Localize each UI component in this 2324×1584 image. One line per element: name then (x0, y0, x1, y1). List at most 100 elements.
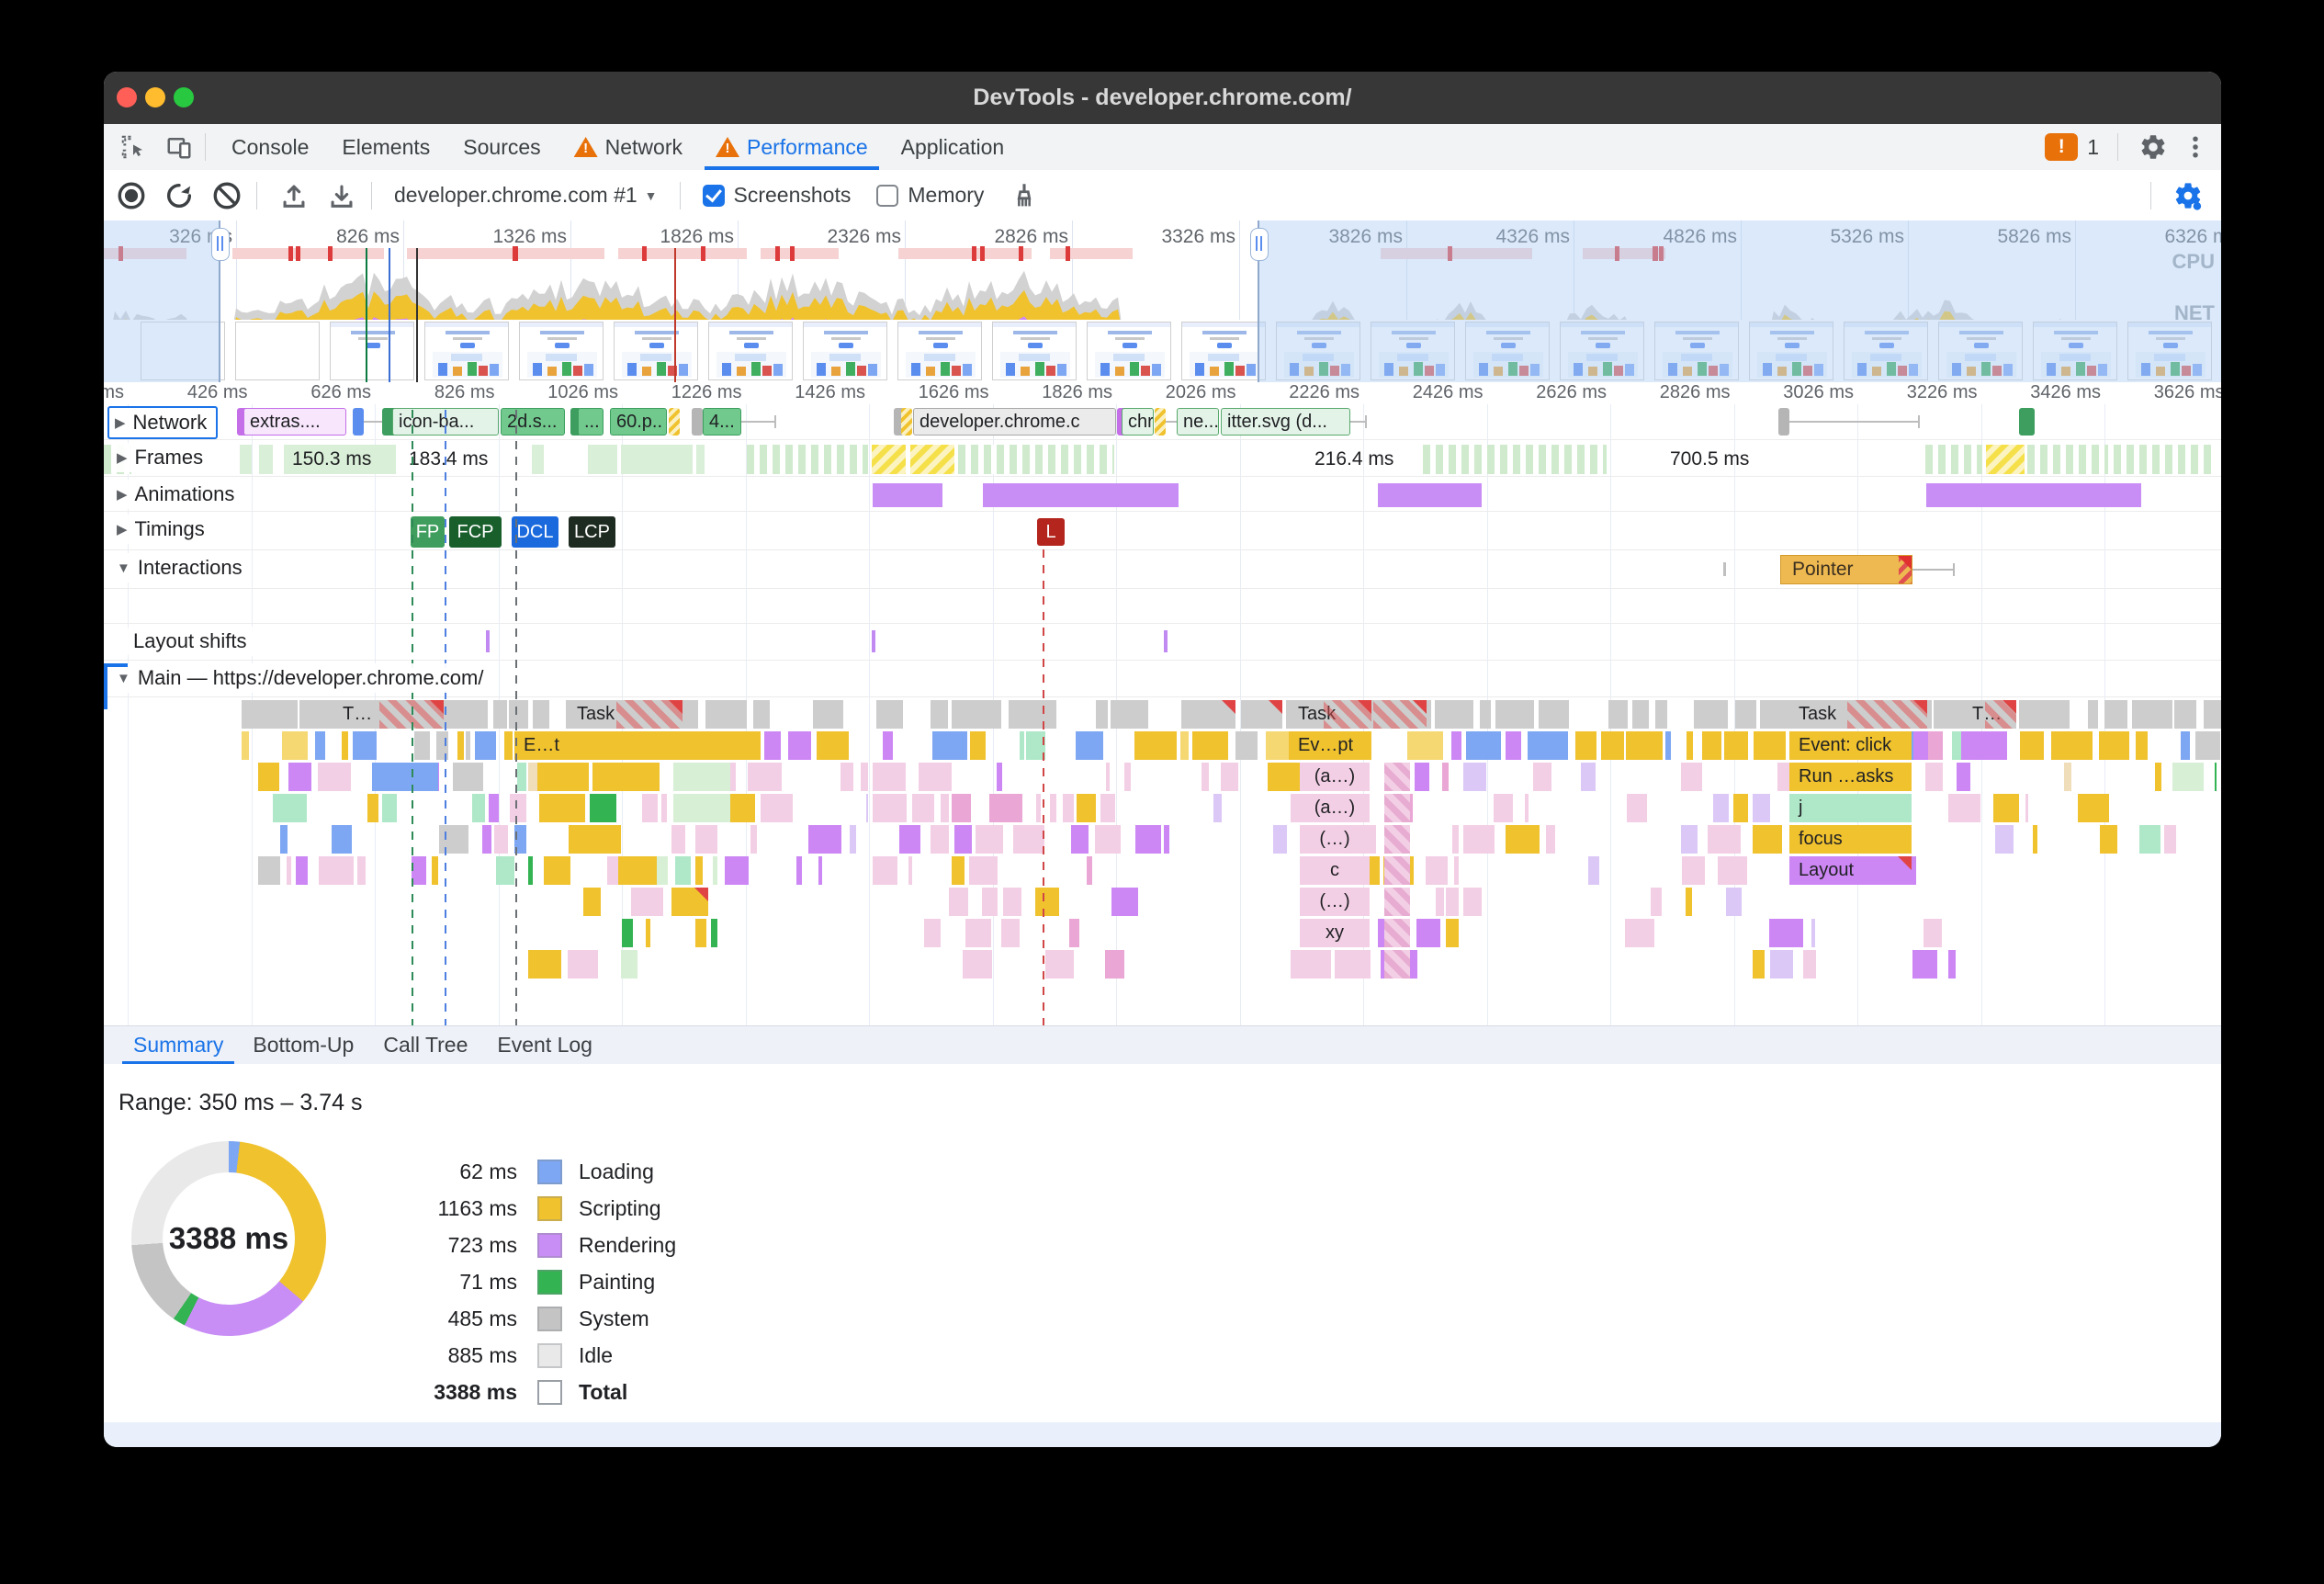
flame-segment[interactable] (1575, 731, 1596, 760)
flame-bar[interactable] (1300, 950, 1331, 979)
flame-bar[interactable] (673, 794, 730, 822)
flame-segment[interactable] (1733, 794, 1748, 822)
flame-segment[interactable] (2064, 763, 2071, 791)
flame-segment[interactable] (1221, 763, 1238, 791)
flame-segment[interactable] (882, 731, 893, 760)
flame-segment[interactable] (1026, 731, 1045, 760)
flame-segment[interactable] (453, 763, 483, 791)
flame-bar[interactable] (1913, 731, 1928, 760)
flame-segment[interactable] (951, 794, 971, 822)
animation-segment[interactable] (1378, 483, 1482, 507)
tab-console[interactable]: Console (215, 124, 325, 170)
flame-segment[interactable] (543, 856, 571, 885)
flame-segment[interactable] (873, 856, 898, 885)
flame-bar-c[interactable]: c (1300, 856, 1370, 885)
flame-segment[interactable] (695, 919, 707, 947)
flame-segment[interactable] (962, 950, 992, 979)
network-request[interactable]: ne... (1177, 408, 1219, 436)
flame-segment[interactable] (2020, 731, 2044, 760)
frame-segment[interactable] (2114, 445, 2217, 474)
flame-segment[interactable] (2078, 794, 2110, 822)
flame-segment[interactable] (1071, 825, 1089, 854)
lcp-candidate-marker[interactable]: L (1037, 518, 1065, 546)
flame-segment[interactable] (930, 825, 949, 854)
flame-segment[interactable] (466, 731, 471, 760)
frame-segment[interactable] (872, 445, 906, 474)
flame-segment[interactable] (646, 919, 651, 947)
flame-segment[interactable] (976, 825, 1003, 854)
screenshot-thumbnail[interactable] (1844, 322, 1928, 380)
drawer-tab-bottomup[interactable]: Bottom-Up (253, 1033, 355, 1057)
tab-elements[interactable]: Elements (325, 124, 446, 170)
network-request[interactable]: 4... (703, 408, 741, 436)
drawer-tab-eventlog[interactable]: Event Log (497, 1033, 592, 1057)
flame-segment[interactable] (2195, 731, 2221, 760)
flame-segment[interactable] (1273, 825, 1287, 854)
flame-segment[interactable] (1948, 794, 1981, 822)
network-request[interactable]: itter.svg (d... (1221, 408, 1350, 436)
flame-segment[interactable] (2174, 700, 2197, 729)
flame-segment[interactable] (474, 731, 496, 760)
flame-segment[interactable] (1441, 763, 1450, 791)
layout-shift-marker[interactable] (1164, 630, 1168, 652)
device-toolbar-icon[interactable] (163, 130, 196, 164)
screenshots-toggle[interactable]: Screenshots (702, 183, 851, 208)
flame-segment[interactable] (1034, 888, 1059, 916)
flame-segment[interactable] (1435, 888, 1445, 916)
flame-segment[interactable] (2099, 731, 2129, 760)
flame-segment[interactable] (788, 731, 812, 760)
flame-segment[interactable] (1235, 731, 1258, 760)
flame-segment[interactable] (671, 825, 685, 854)
flame-segment[interactable] (258, 763, 279, 791)
flame-segment[interactable] (1693, 700, 1729, 729)
flame-bar[interactable] (1384, 794, 1410, 822)
flame-segment[interactable] (965, 919, 991, 947)
frame-segment[interactable] (284, 445, 396, 474)
flame-segment[interactable] (1532, 763, 1551, 791)
tab-performance[interactable]: ! Performance (699, 124, 885, 170)
flame-segment[interactable] (1063, 794, 1075, 822)
flame-segment[interactable] (1664, 731, 1671, 760)
flame-segment[interactable] (1726, 888, 1743, 916)
flame-segment[interactable] (1654, 700, 1667, 729)
flame-segment[interactable] (695, 856, 703, 885)
flame-segment[interactable] (496, 856, 514, 885)
frame-segment[interactable] (621, 445, 693, 474)
flame-segment[interactable] (951, 856, 965, 885)
flame-segment[interactable] (2154, 763, 2161, 791)
flame-segment[interactable] (981, 888, 998, 916)
screenshot-thumbnail[interactable] (992, 322, 1077, 380)
flame-segment[interactable] (532, 700, 549, 729)
flame-bar-xy[interactable]: xy (1300, 919, 1370, 947)
flame-segment[interactable] (725, 856, 749, 885)
network-request[interactable]: 2d.s... (501, 408, 565, 436)
flame-segment[interactable] (953, 825, 972, 854)
flame-segment[interactable] (319, 856, 354, 885)
load-profile-icon[interactable] (274, 175, 314, 216)
flame-bar-runasks[interactable]: Run …asks (1789, 763, 1912, 791)
flame-segment[interactable] (808, 825, 841, 854)
record-button[interactable] (111, 175, 152, 216)
flame-segment[interactable] (795, 856, 802, 885)
flame-segment[interactable] (528, 950, 561, 979)
flame-segment[interactable] (875, 700, 903, 729)
flame-segment[interactable] (813, 700, 843, 729)
flame-segment[interactable] (2050, 731, 2093, 760)
screenshot-thumbnail[interactable] (614, 322, 698, 380)
flame-segment[interactable] (2131, 700, 2172, 729)
flame-segment[interactable] (1111, 888, 1138, 916)
flame-segment[interactable] (1414, 763, 1429, 791)
flame-segment[interactable] (1717, 856, 1747, 885)
flame-segment[interactable] (1095, 825, 1122, 854)
flame-segment[interactable] (1587, 856, 1600, 885)
network-request[interactable]: ... (578, 408, 604, 436)
screenshot-thumbnail[interactable] (1749, 322, 1833, 380)
flame-segment[interactable] (912, 794, 934, 822)
flame-segment[interactable] (931, 731, 968, 760)
flame-segment[interactable] (1049, 794, 1056, 822)
timing-marker-lcp[interactable]: LCP (569, 516, 615, 548)
flame-segment[interactable] (1601, 731, 1624, 760)
minimize-window-button[interactable] (145, 87, 165, 107)
flame-segment[interactable] (412, 856, 426, 885)
flame-bar[interactable] (1268, 763, 1301, 791)
